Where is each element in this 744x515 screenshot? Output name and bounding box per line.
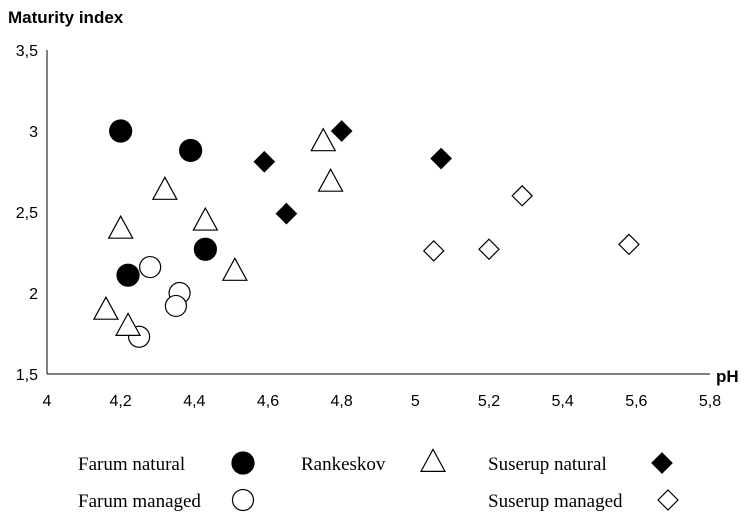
x-tick-label: 5,8 xyxy=(699,393,721,410)
legend-marker-farum-natural xyxy=(231,451,255,475)
legend-marker-farum-managed xyxy=(231,488,255,512)
suserup-natural-point xyxy=(253,150,276,173)
suserup-natural-point xyxy=(330,120,353,142)
y-tick-label: 3 xyxy=(29,124,38,141)
x-axis-title: pH xyxy=(716,367,739,386)
x-tick-label: 4,4 xyxy=(183,393,205,410)
legend-label-farum-managed: Farum managed xyxy=(78,491,201,512)
farum-natural-point xyxy=(116,263,140,287)
rankeskov-point xyxy=(192,206,219,231)
legend: Farum natural Rankeskov Suserup natural Far… xyxy=(78,448,679,512)
farum-managed-point xyxy=(139,255,162,279)
suserup-managed-point xyxy=(511,184,533,207)
farum-natural-point xyxy=(179,138,203,163)
legend-label-rankeskov: Rankeskov xyxy=(301,454,386,475)
suserup-managed-point xyxy=(422,240,445,262)
x-tick-label: 4,6 xyxy=(257,393,279,410)
legend-label-farum-natural: Farum natural xyxy=(78,454,185,475)
y-tick-label: 2,5 xyxy=(16,205,38,222)
axes xyxy=(46,50,710,375)
x-tick-label: 5,2 xyxy=(478,393,500,410)
suserup-managed-point xyxy=(618,233,640,256)
farum-managed-point xyxy=(164,294,188,318)
legend-label-suserup-natural: Suserup natural xyxy=(488,454,607,475)
rankeskov-point xyxy=(92,295,119,320)
rankeskov-point xyxy=(317,167,344,192)
x-tick-label: 4,2 xyxy=(110,393,132,410)
legend-marker-suserup-natural xyxy=(651,452,673,474)
x-tick-label: 5,6 xyxy=(625,393,647,410)
x-tick-label: 4 xyxy=(43,393,52,410)
legend-marker-rankeskov xyxy=(419,448,447,472)
data-points xyxy=(92,119,640,348)
legend-label-suserup-managed: Suserup managed xyxy=(488,491,623,512)
legend-marker-suserup-managed xyxy=(657,489,679,511)
y-tick-label: 1,5 xyxy=(16,367,38,384)
y-tick-label: 3,5 xyxy=(16,43,38,60)
x-tick-label: 5,4 xyxy=(552,393,574,410)
suserup-natural-point xyxy=(275,202,298,225)
suserup-natural-point xyxy=(430,147,452,170)
rankeskov-point xyxy=(107,214,134,239)
rankeskov-point xyxy=(221,257,248,281)
farum-natural-point xyxy=(193,237,217,261)
y-axis-title: Maturity index xyxy=(8,8,124,27)
rankeskov-point xyxy=(151,176,178,200)
suserup-managed-point xyxy=(478,238,500,261)
y-tick-label: 2 xyxy=(29,286,38,303)
x-tick-label: 4,8 xyxy=(331,393,353,410)
rankeskov-point xyxy=(115,312,142,336)
rankeskov-point xyxy=(310,127,337,152)
farum-natural-point xyxy=(109,119,133,143)
tick-labels: 4 4,2 4,4 4,6 4,8 5 5,2 5,4 5,6 5,8 1,5 2 2,5 3 3,5 xyxy=(16,43,721,410)
x-tick-label: 5 xyxy=(411,393,420,410)
